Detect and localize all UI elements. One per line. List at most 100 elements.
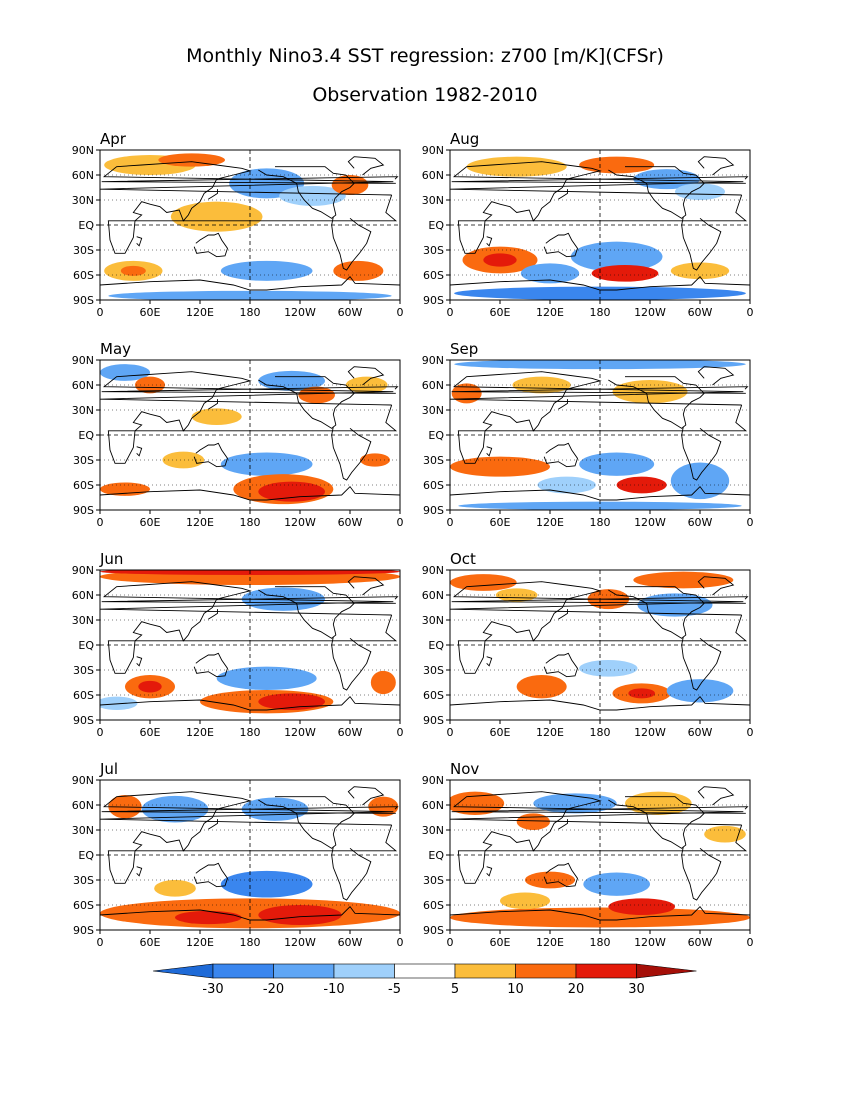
coastlines xyxy=(100,786,400,921)
lat-tick-label: EQ xyxy=(78,219,94,232)
lat-tick-label: EQ xyxy=(428,639,444,652)
lon-tick-label: 60W xyxy=(338,726,363,739)
coastline xyxy=(543,652,578,678)
lon-tick-label: 60W xyxy=(688,726,713,739)
lat-tick-label: 60N xyxy=(422,169,444,182)
colorbar-tick-label: -5 xyxy=(388,982,401,997)
lat-tick-label: 30N xyxy=(72,404,94,417)
lon-tick-label: 180 xyxy=(240,936,261,949)
lon-tick-label: 120E xyxy=(536,726,564,739)
contour-region-p5 xyxy=(170,201,263,232)
lat-tick-label: 30S xyxy=(423,664,444,677)
contour-region-n10 xyxy=(666,679,734,703)
coastline xyxy=(100,695,400,711)
lon-tick-label: 120E xyxy=(536,306,564,319)
contour-region-n10 xyxy=(108,290,392,300)
contour-region-p10 xyxy=(158,153,225,167)
lat-tick-label: 90S xyxy=(423,294,444,307)
contour-region-p20 xyxy=(175,910,242,925)
lat-tick-label: 60S xyxy=(423,899,444,912)
coastline xyxy=(558,399,568,410)
contour-region-p20 xyxy=(616,476,667,494)
lon-tick-label: 0 xyxy=(447,306,454,319)
contour-region-p10 xyxy=(579,156,655,174)
coastline xyxy=(451,386,749,394)
lon-tick-label: 60E xyxy=(490,936,511,949)
coastline xyxy=(193,442,228,468)
lon-tick-label: 120W xyxy=(634,306,666,319)
coastline xyxy=(558,819,568,830)
contour-region-p5 xyxy=(345,376,388,394)
lon-tick-label: 120E xyxy=(186,306,214,319)
lat-tick-label: EQ xyxy=(78,639,94,652)
contour-region-p5 xyxy=(612,380,688,404)
colorbar-segment xyxy=(273,963,335,979)
contour-region-n5 xyxy=(579,660,638,677)
lat-tick-label: 90N xyxy=(72,144,94,157)
lat-tick-label: 30N xyxy=(422,194,444,207)
lon-tick-label: 0 xyxy=(747,726,754,739)
coastline xyxy=(347,786,385,806)
coastline xyxy=(208,399,218,410)
coastline xyxy=(136,446,143,457)
coastline xyxy=(486,866,493,877)
lon-tick-label: 60E xyxy=(490,516,511,529)
contour-region-n10 xyxy=(141,795,209,823)
lon-tick-label: 60E xyxy=(140,936,161,949)
coastlines xyxy=(450,366,750,501)
lat-tick-label: 60N xyxy=(72,379,94,392)
coastline xyxy=(331,846,372,901)
lon-tick-label: 0 xyxy=(747,936,754,949)
lat-tick-label: 60N xyxy=(422,379,444,392)
coastline xyxy=(100,371,398,464)
contour-region-p10 xyxy=(450,574,517,591)
lat-tick-label: 90N xyxy=(422,774,444,787)
lat-tick-label: 90N xyxy=(72,564,94,577)
coastline xyxy=(450,485,750,501)
panel-label: Oct xyxy=(450,550,476,568)
lon-tick-label: 120W xyxy=(634,516,666,529)
lat-tick-label: 30N xyxy=(72,614,94,627)
lat-tick-label: 60N xyxy=(422,589,444,602)
contour-region-p10 xyxy=(333,260,384,281)
lon-tick-label: 0 xyxy=(97,306,104,319)
lon-tick-label: 0 xyxy=(447,516,454,529)
coastline xyxy=(697,156,735,176)
coastline xyxy=(193,862,228,888)
contour-region-p5 xyxy=(191,408,242,425)
lon-tick-label: 180 xyxy=(590,516,611,529)
lat-tick-label: EQ xyxy=(428,429,444,442)
colorbar-tick-label: 30 xyxy=(628,982,645,997)
lon-tick-label: 0 xyxy=(97,516,104,529)
lat-tick-label: 90N xyxy=(422,354,444,367)
coastlines xyxy=(450,156,750,291)
contour-region-n5 xyxy=(675,183,725,201)
coastline xyxy=(100,161,398,254)
contour-region-p20 xyxy=(608,898,676,916)
contour-region-p10 xyxy=(450,907,750,928)
lat-tick-label: 90S xyxy=(73,714,94,727)
coastline xyxy=(136,866,143,877)
lat-tick-label: 60S xyxy=(73,689,94,702)
lat-tick-label: 90S xyxy=(73,504,94,517)
coastline xyxy=(101,596,399,604)
coastline xyxy=(258,166,355,219)
colorbar-arrow-left xyxy=(152,963,214,979)
contour-region-p10 xyxy=(331,175,369,195)
lon-tick-label: 0 xyxy=(447,936,454,949)
lat-tick-label: 90S xyxy=(423,714,444,727)
coastlines xyxy=(450,576,750,711)
coastline xyxy=(100,905,400,921)
colorbar-tick-label: -20 xyxy=(263,982,284,997)
lon-tick-label: 60E xyxy=(140,306,161,319)
contour-region-n10 xyxy=(216,666,317,690)
lat-tick-label: 60N xyxy=(72,589,94,602)
colorbar-segment xyxy=(212,963,274,979)
colorbar-tick-label: 20 xyxy=(568,982,585,997)
lon-tick-label: 0 xyxy=(397,306,404,319)
lon-tick-label: 120E xyxy=(536,936,564,949)
contour-region-p10 xyxy=(516,675,567,699)
lat-tick-label: 60S xyxy=(423,269,444,282)
